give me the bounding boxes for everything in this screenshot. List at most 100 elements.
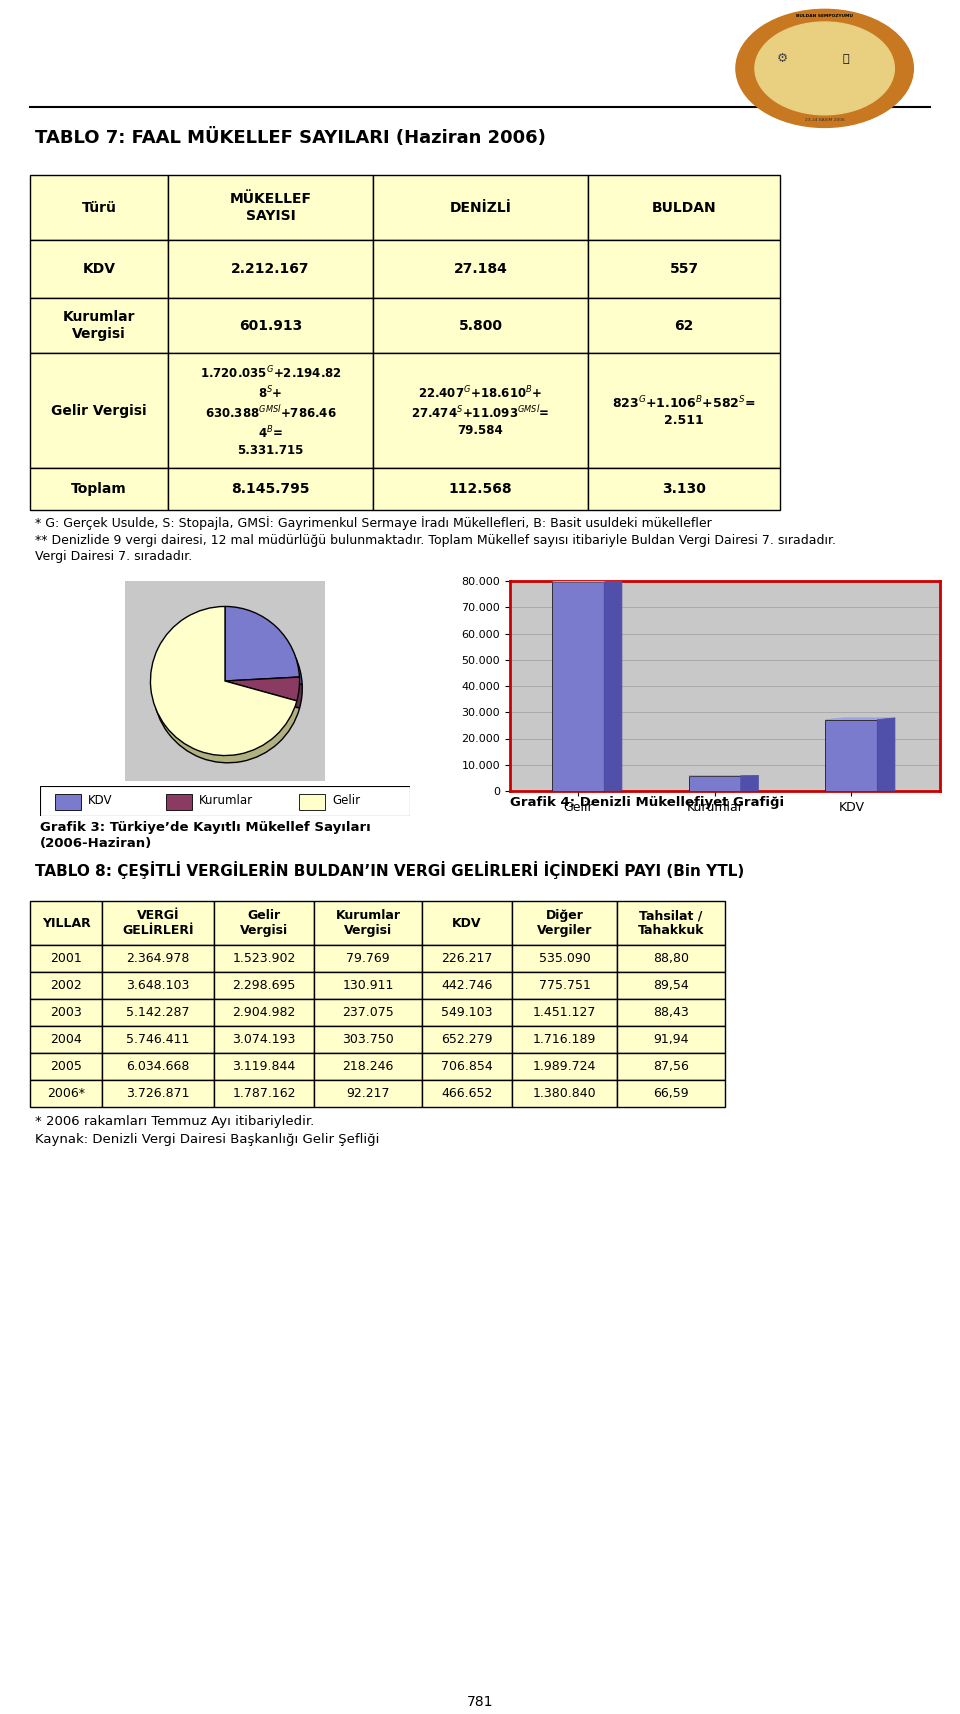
Text: 2005: 2005 (50, 1059, 82, 1073)
Text: 1.523.902: 1.523.902 (232, 951, 296, 965)
Text: 22.407$^G$+18.610$^B$+
27.474$^S$+11.093$^{GMSİ}$=
79.584: 22.407$^G$+18.610$^B$+ 27.474$^S$+11.093… (411, 384, 550, 437)
Bar (422, 1052, 512, 1080)
Text: 557: 557 (669, 262, 699, 276)
Text: DENİZLİ: DENİZLİ (449, 201, 512, 214)
Text: Toplam: Toplam (71, 482, 127, 495)
Bar (214, 1027, 314, 1052)
Text: 79.769: 79.769 (347, 951, 390, 965)
Bar (168, 175, 373, 240)
Polygon shape (877, 718, 895, 790)
Text: Kurumlar
Vergisi: Kurumlar Vergisi (335, 908, 400, 938)
Text: 1.720.035$^G$+2.194.82
8$^S$+
630.388$^{GMSİ}$+786.46
4$^B$=
5.331.715: 1.720.035$^G$+2.194.82 8$^S$+ 630.388$^{… (200, 365, 341, 456)
Text: KDV: KDV (452, 917, 482, 929)
Bar (214, 902, 314, 944)
Bar (30, 944, 102, 972)
Text: 2.904.982: 2.904.982 (232, 1006, 296, 1020)
Text: 88,80: 88,80 (653, 951, 689, 965)
Bar (512, 1027, 617, 1052)
Text: 823$^G$+1.106$^B$+582$^S$=
2.511: 823$^G$+1.106$^B$+582$^S$= 2.511 (612, 394, 756, 427)
Bar (30, 175, 168, 240)
Text: 2002: 2002 (50, 979, 82, 992)
Text: 237.075: 237.075 (342, 1006, 394, 1020)
Text: Gelir: Gelir (332, 795, 360, 807)
Text: 89,54: 89,54 (653, 979, 689, 992)
Bar (102, 1080, 214, 1107)
Text: 1.787.162: 1.787.162 (232, 1087, 296, 1100)
Wedge shape (151, 607, 297, 756)
Text: 130.911: 130.911 (343, 979, 394, 992)
Text: 1.451.127: 1.451.127 (533, 1006, 596, 1020)
Text: 2.298.695: 2.298.695 (232, 979, 296, 992)
Bar (422, 1027, 512, 1052)
Text: (2006-Haziran): (2006-Haziran) (40, 836, 153, 850)
Text: KDV: KDV (88, 795, 112, 807)
Text: 5.746.411: 5.746.411 (127, 1034, 190, 1046)
Text: BULDAN SEMPOZYUMU: BULDAN SEMPOZYUMU (796, 14, 853, 19)
Bar (30, 902, 102, 944)
Bar (30, 972, 102, 999)
Bar (168, 298, 373, 353)
Wedge shape (154, 614, 300, 763)
Bar (30, 468, 168, 511)
Bar (512, 1080, 617, 1107)
Bar (512, 902, 617, 944)
Bar (422, 972, 512, 999)
Bar (30, 999, 102, 1027)
Bar (314, 972, 422, 999)
Bar (617, 902, 725, 944)
Bar (826, 720, 877, 790)
Bar (30, 1080, 102, 1107)
Text: 88,43: 88,43 (653, 1006, 689, 1020)
Bar (102, 999, 214, 1027)
Text: 5.142.287: 5.142.287 (127, 1006, 190, 1020)
Text: ⚙: ⚙ (777, 51, 788, 65)
Bar (102, 972, 214, 999)
Text: 2.364.978: 2.364.978 (127, 951, 190, 965)
Bar (30, 240, 168, 298)
Bar (30, 1027, 102, 1052)
Bar (314, 1027, 422, 1052)
Bar (214, 999, 314, 1027)
Bar (588, 353, 780, 468)
Text: Türü: Türü (82, 201, 116, 214)
Text: Diğer
Vergiler: Diğer Vergiler (537, 908, 592, 938)
Bar (512, 999, 617, 1027)
Text: YILLAR: YILLAR (41, 917, 90, 929)
Bar (314, 999, 422, 1027)
Bar (373, 175, 588, 240)
Text: 652.279: 652.279 (442, 1034, 492, 1046)
Text: 781: 781 (467, 1695, 493, 1709)
Bar (214, 1080, 314, 1107)
Circle shape (755, 22, 895, 115)
Text: 775.751: 775.751 (539, 979, 590, 992)
Bar (512, 1052, 617, 1080)
Bar (588, 175, 780, 240)
Bar (102, 944, 214, 972)
Bar (168, 353, 373, 468)
Bar (166, 794, 192, 811)
Text: 3.726.871: 3.726.871 (127, 1087, 190, 1100)
Text: 442.746: 442.746 (442, 979, 492, 992)
Text: 3.119.844: 3.119.844 (232, 1059, 296, 1073)
Bar (214, 1052, 314, 1080)
Text: * 2006 rakamları Temmuz Ayı itibariyledir.: * 2006 rakamları Temmuz Ayı itibariyledi… (35, 1116, 314, 1128)
Text: Gelir Vergisi: Gelir Vergisi (51, 403, 147, 418)
Text: BULDAN: BULDAN (652, 201, 716, 214)
Text: 218.246: 218.246 (343, 1059, 394, 1073)
Bar (373, 468, 588, 511)
Bar (30, 298, 168, 353)
Text: 5.800: 5.800 (459, 319, 502, 333)
Text: 2001: 2001 (50, 951, 82, 965)
Text: 27.184: 27.184 (453, 262, 508, 276)
Circle shape (736, 9, 913, 127)
Text: Kurumlar: Kurumlar (199, 795, 253, 807)
Text: 8.145.795: 8.145.795 (231, 482, 310, 495)
Text: 2003: 2003 (50, 1006, 82, 1020)
Text: 🕌: 🕌 (843, 53, 849, 63)
Bar (373, 298, 588, 353)
Bar (422, 1080, 512, 1107)
Polygon shape (604, 578, 622, 790)
Text: 549.103: 549.103 (442, 1006, 492, 1020)
Text: Tahsilat /
Tahakkuk: Tahsilat / Tahakkuk (637, 908, 705, 938)
Text: 87,56: 87,56 (653, 1059, 689, 1073)
